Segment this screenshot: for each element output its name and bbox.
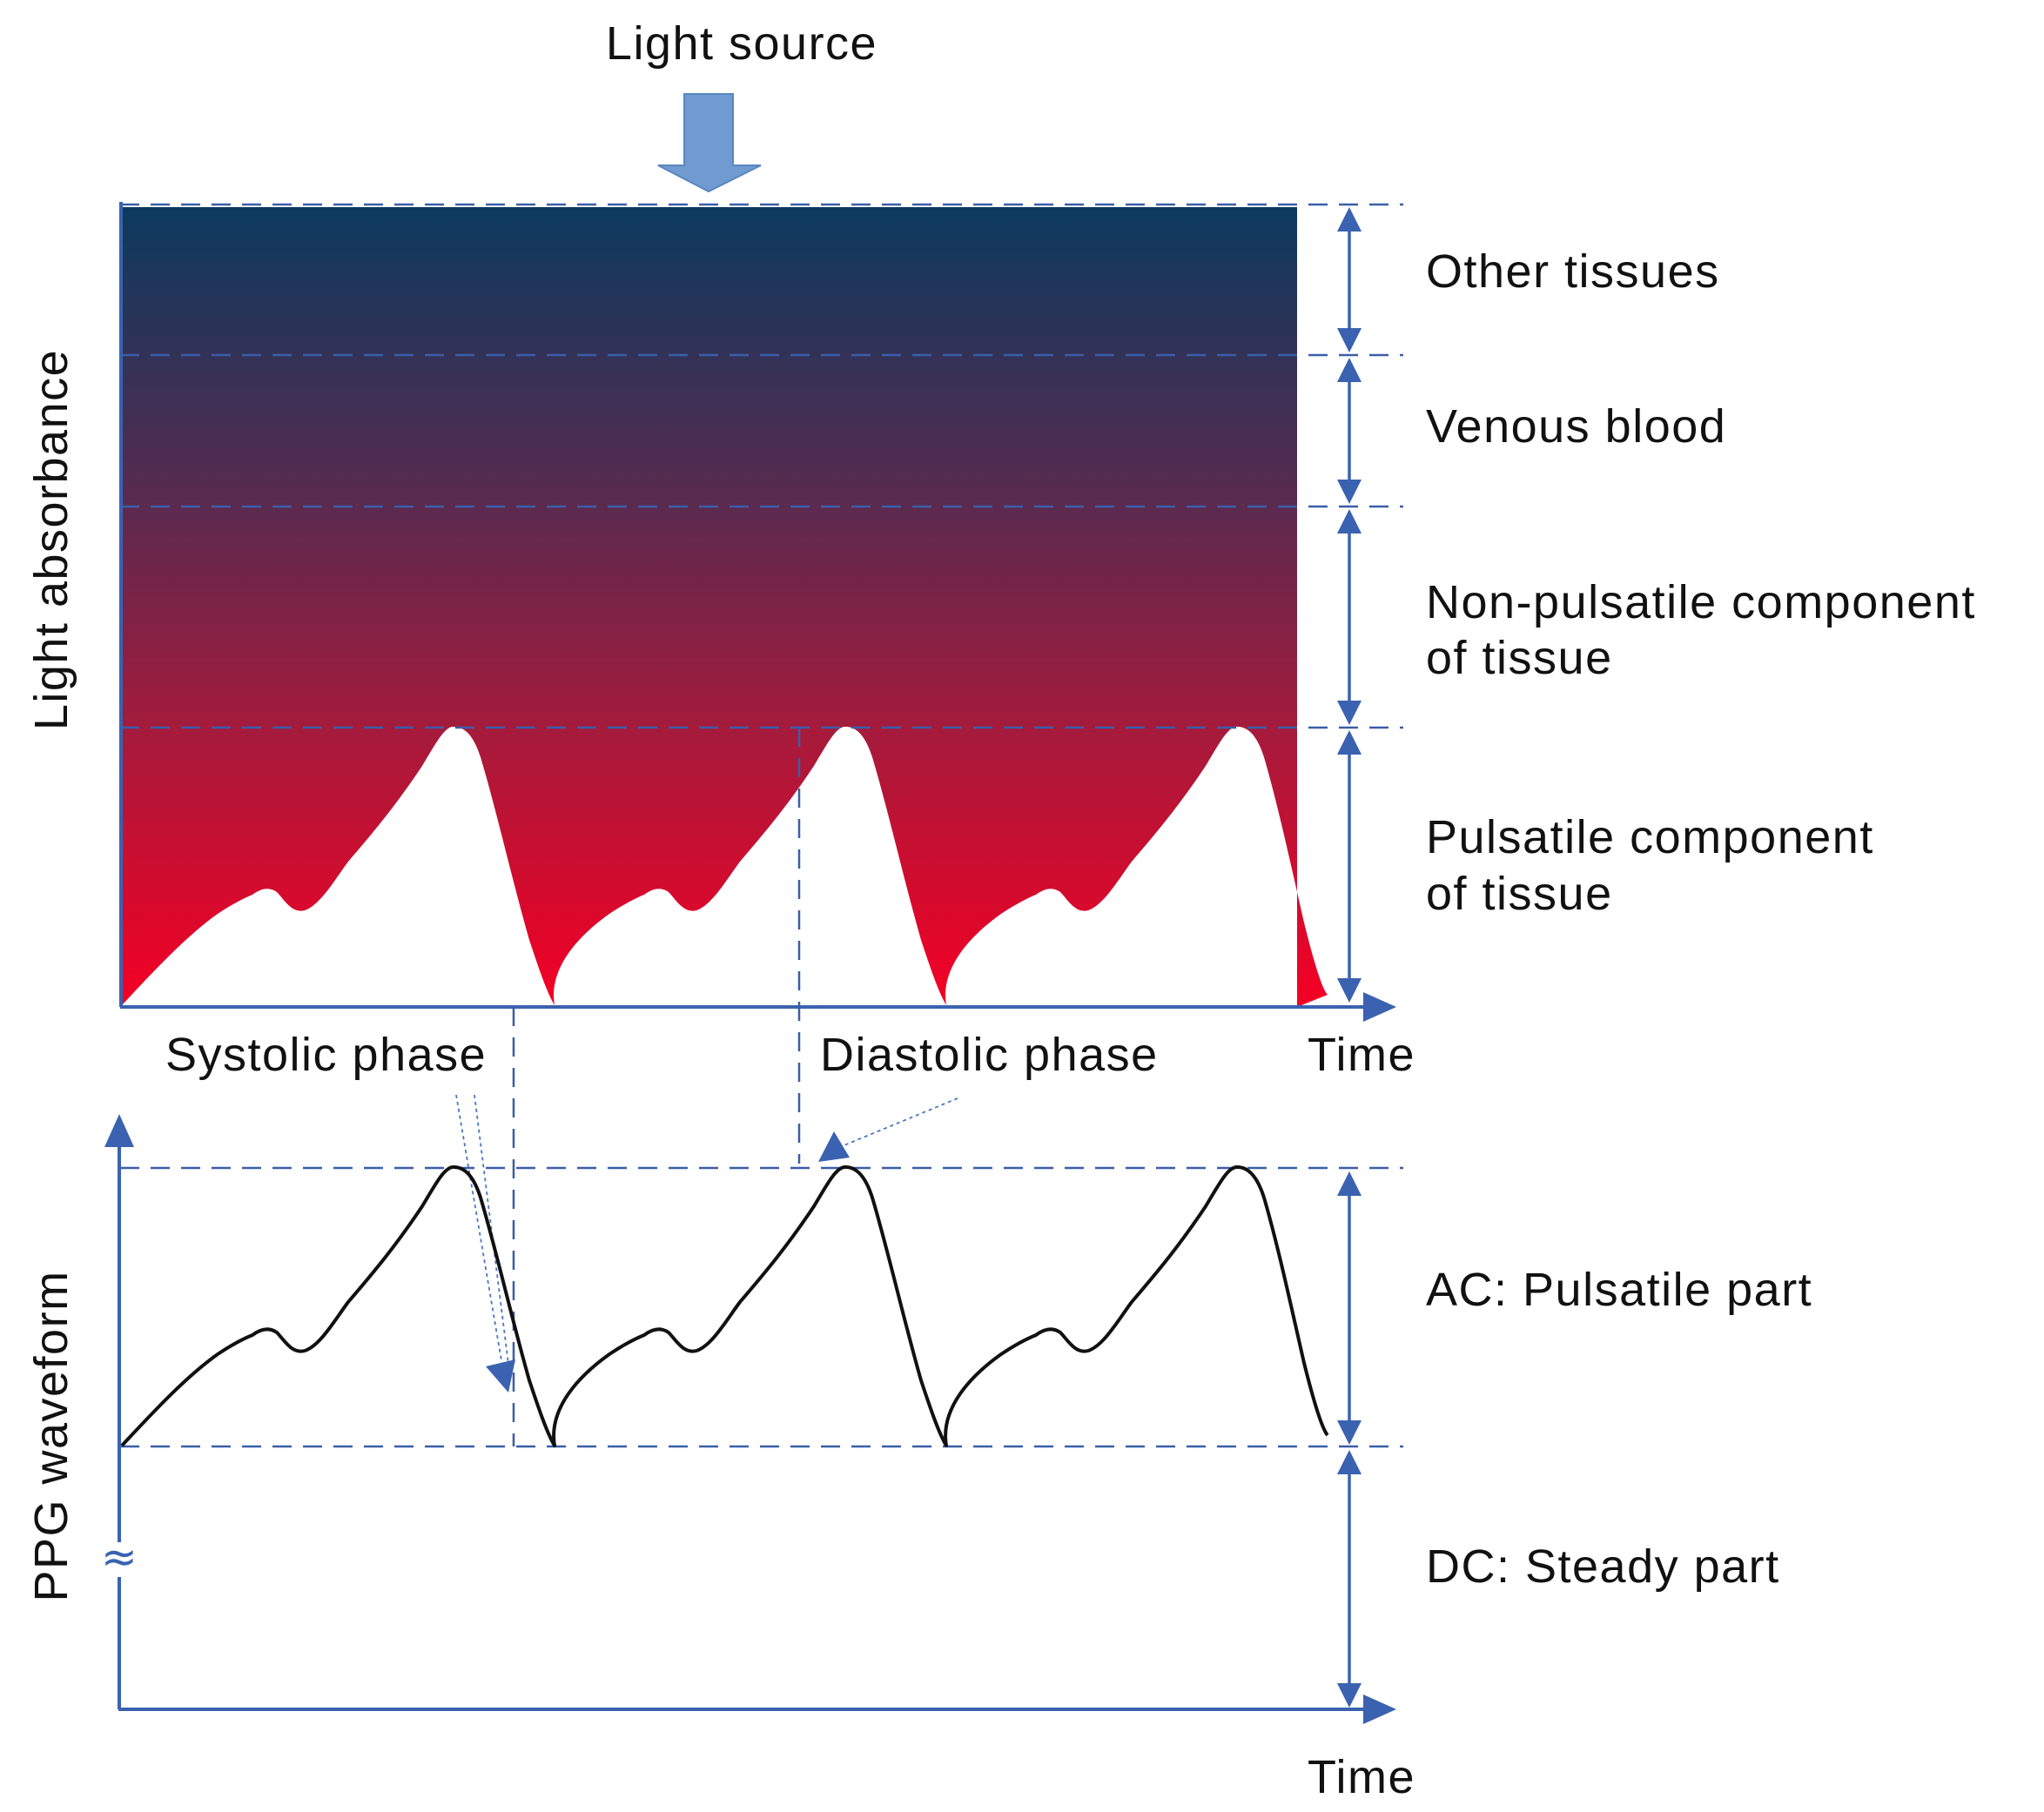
layer-label-venous-blood: Venous blood	[1426, 400, 1726, 453]
ac-label: AC: Pulsatile part	[1426, 1264, 1812, 1316]
ppg-waveform-label: PPG waveform	[25, 1270, 77, 1601]
layer-label-pulsatile-line2: of tissue	[1426, 868, 1613, 920]
layer-label-other-tissues: Other tissues	[1426, 245, 1720, 298]
systolic-phase-label: Systolic phase	[165, 1029, 487, 1081]
light-absorbance-label: Light absorbance	[25, 349, 77, 730]
bottom-y-arrowhead	[104, 1114, 134, 1147]
light-source-arrow	[657, 93, 762, 193]
light-source-label: Light source	[606, 17, 877, 70]
axis-break-icon: ≈	[101, 1532, 138, 1582]
layer-label-nonpulsatile-line1: Non-pulsatile component	[1426, 576, 1976, 628]
diastolic-pointer	[835, 1097, 958, 1150]
diastolic-pointer-head	[818, 1131, 850, 1162]
top-time-arrowhead	[1363, 992, 1396, 1022]
top-time-label: Time	[1308, 1029, 1415, 1081]
axis-break-mask	[103, 1542, 136, 1577]
systolic-pointer-head	[486, 1359, 515, 1393]
ac-dc-dimension-arrows	[1337, 1171, 1362, 1708]
layer-label-nonpulsatile-line2: of tissue	[1426, 632, 1613, 684]
tissue-absorbance-block	[120, 207, 1328, 1007]
systolic-pointer-2	[474, 1094, 510, 1372]
ppg-waveform-line	[120, 1165, 1329, 1447]
layer-dimension-arrows	[1337, 207, 1362, 1003]
layer-label-pulsatile-line1: Pulsatile component	[1426, 811, 1874, 863]
bottom-time-arrowhead	[1363, 1695, 1396, 1724]
systolic-pointer	[455, 1094, 504, 1372]
dc-label: DC: Steady part	[1426, 1540, 1780, 1593]
bottom-time-label: Time	[1308, 1751, 1415, 1803]
diastolic-phase-label: Diastolic phase	[820, 1029, 1159, 1081]
